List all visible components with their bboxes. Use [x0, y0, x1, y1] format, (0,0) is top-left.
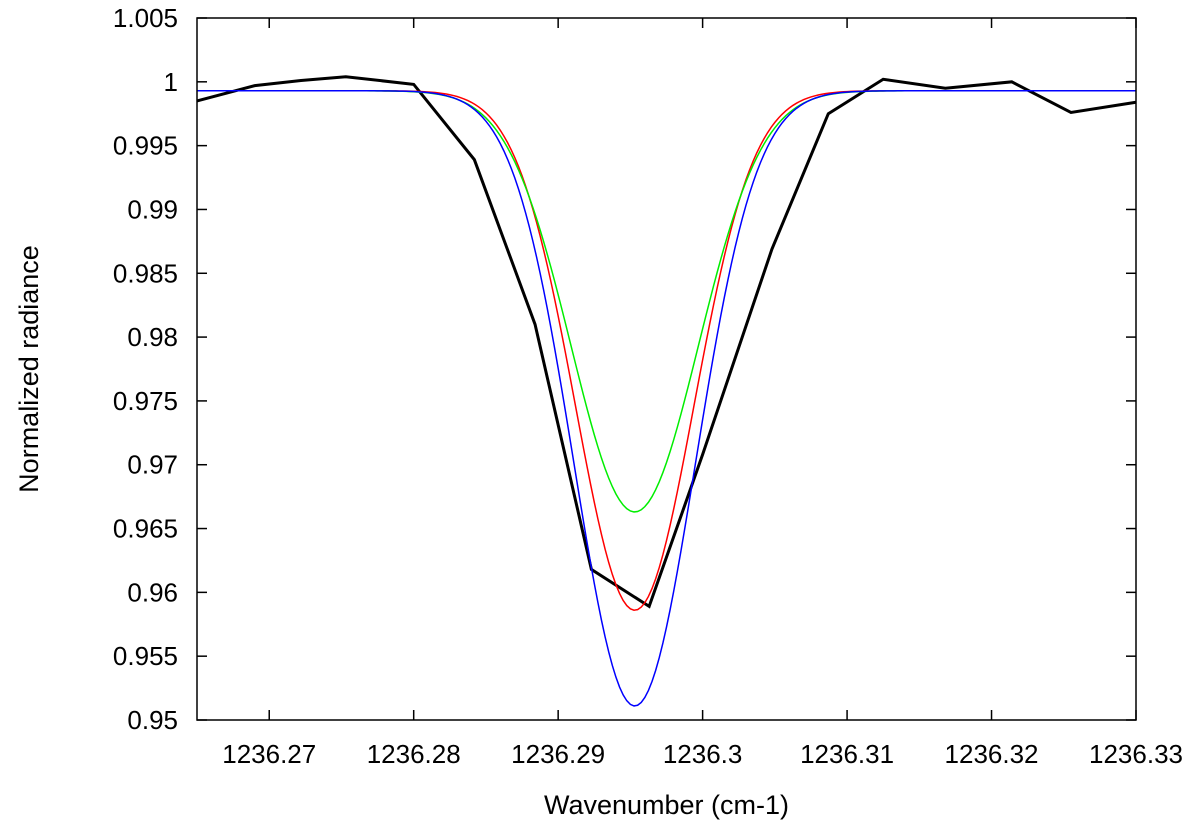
y-tick-label: 0.955: [113, 641, 178, 671]
y-tick-label: 1: [164, 67, 178, 97]
series-line-2: [197, 90, 1136, 611]
x-tick-label: 1236.29: [511, 739, 605, 769]
y-tick-label: 0.99: [127, 194, 178, 224]
series-line-3: [197, 90, 1136, 513]
x-tick-label: 1236.28: [367, 739, 461, 769]
plot-frame: [196, 17, 1137, 721]
series-layer: [196, 75, 1137, 707]
y-axis-label: Normalized radiance: [14, 245, 44, 493]
tick-marks: [197, 17, 1137, 721]
series-line-1: [196, 75, 1137, 609]
y-tick-label: 0.995: [113, 131, 178, 161]
y-tick-label: 0.975: [113, 386, 178, 416]
x-tick-label: 1236.27: [222, 739, 316, 769]
x-axis-label: Wavenumber (cm-1): [544, 790, 789, 820]
y-tick-labels: 0.95 0.955 0.96 0.965 0.97 0.975 0.98 0.985 0.99…: [113, 3, 178, 735]
y-tick-label: 0.98: [127, 322, 178, 352]
y-tick-label: 0.95: [127, 705, 178, 735]
y-tick-label: 0.965: [113, 514, 178, 544]
x-tick-labels: 1236.27 1236.28 1236.29 1236.3 1236.31 1236.3…: [222, 739, 1183, 769]
y-tick-label: 0.985: [113, 258, 178, 288]
x-tick-label: 1236.3: [663, 739, 743, 769]
y-tick-label: 0.96: [127, 577, 178, 607]
y-tick-label: 0.97: [127, 450, 178, 480]
x-tick-label: 1236.31: [800, 739, 894, 769]
x-tick-label: 1236.33: [1089, 739, 1183, 769]
x-tick-label: 1236.32: [945, 739, 1039, 769]
y-tick-label: 1.005: [113, 3, 178, 33]
series-line-4: [197, 90, 1136, 707]
